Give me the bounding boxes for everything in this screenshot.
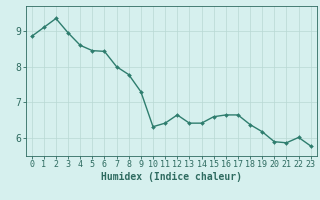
X-axis label: Humidex (Indice chaleur): Humidex (Indice chaleur)	[101, 172, 242, 182]
